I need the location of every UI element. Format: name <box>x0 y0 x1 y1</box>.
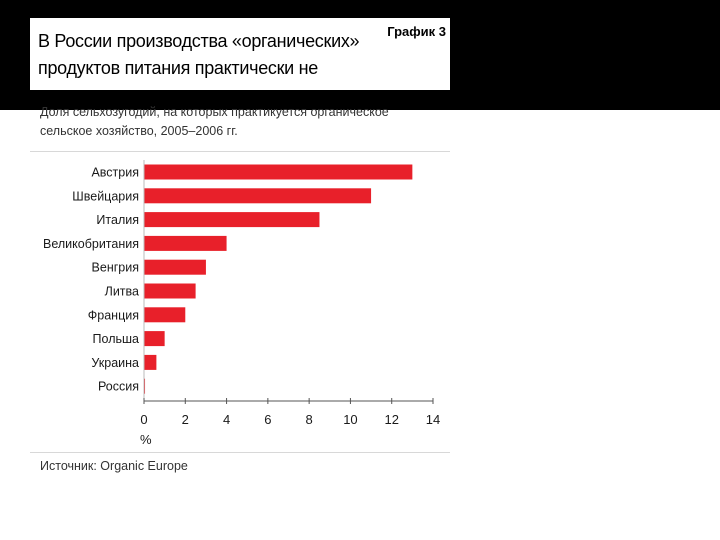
x-axis-unit-label: % <box>140 432 152 447</box>
chart-subtitle-line-1: Доля сельхозугодий, на которых практикуе… <box>40 105 389 119</box>
x-tick-label-12: 12 <box>384 412 398 427</box>
category-label-8: Польша <box>93 332 139 346</box>
chart-title-line-1: В России производства «органических» <box>38 31 360 51</box>
bar-10 <box>144 378 146 394</box>
chart-subtitle-line-2: сельское хозяйство, 2005–2006 гг. <box>40 124 238 138</box>
category-label-10: Россия <box>98 380 139 394</box>
chart-title-line-2: продуктов питания практически не существ… <box>38 58 318 90</box>
x-tick-label-2: 2 <box>182 412 189 427</box>
bar-5 <box>144 259 206 275</box>
bar-1 <box>144 164 413 180</box>
bar-4 <box>144 235 227 251</box>
category-labels: Австрия Швейцария Италия Великобритания Венг… <box>43 166 139 394</box>
bar-7 <box>144 307 186 323</box>
x-tick-label-0: 0 <box>140 412 147 427</box>
bar-8 <box>144 331 165 347</box>
right-black-band <box>450 0 720 95</box>
category-label-1: Австрия <box>91 166 139 180</box>
category-label-3: Италия <box>96 213 139 227</box>
bar-6 <box>144 283 196 299</box>
bar-3 <box>144 212 320 228</box>
x-tick-label-4: 4 <box>223 412 230 427</box>
graph-number-label: График 3 <box>387 24 446 39</box>
bar-9 <box>144 354 157 370</box>
category-label-2: Швейцария <box>72 189 139 203</box>
category-label-6: Литва <box>105 285 139 299</box>
divider-bottom <box>30 452 450 453</box>
chart-subtitle: Доля сельхозугодий, на которых практикуе… <box>40 103 450 141</box>
chart-header: В России производства «органических» про… <box>30 18 450 90</box>
x-tick-label-8: 8 <box>306 412 313 427</box>
x-tick-label-14: 14 <box>426 412 440 427</box>
x-tick-label-10: 10 <box>343 412 357 427</box>
bars-group <box>144 164 413 394</box>
x-tick-label-6: 6 <box>264 412 271 427</box>
bar-2 <box>144 188 372 204</box>
category-label-5: Венгрия <box>92 261 139 275</box>
category-label-4: Великобритания <box>43 237 139 251</box>
category-label-7: Франция <box>88 308 139 322</box>
divider-top <box>30 151 450 152</box>
source-note: Источник: Organic Europe <box>40 459 188 473</box>
chart-title: В России производства «органических» про… <box>38 28 378 90</box>
x-axis: 0 2 4 6 8 10 12 14% <box>140 160 440 447</box>
category-label-9: Украина <box>91 356 139 370</box>
